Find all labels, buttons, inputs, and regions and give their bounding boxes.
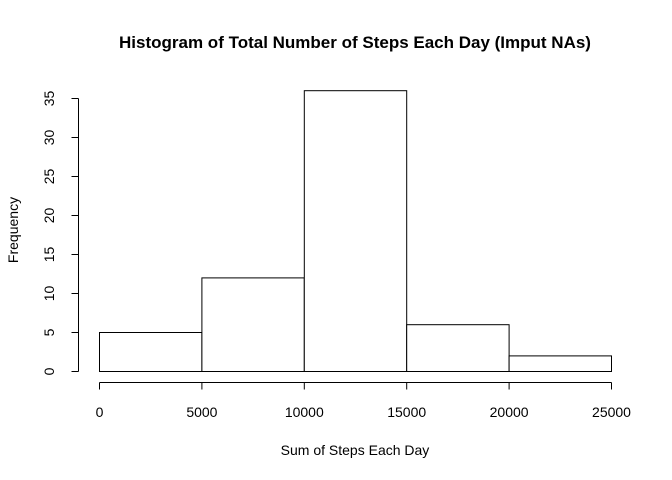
y-tick-label-7: 35: [41, 91, 57, 107]
histogram-bar-2: [303, 90, 408, 372]
y-tick-label-1: 5: [41, 328, 57, 336]
histogram-bar-1: [201, 277, 305, 372]
y-axis-label: Frequency: [5, 197, 21, 263]
x-tick-label-5: 25000: [592, 404, 631, 420]
x-axis: 0 5000 10000 15000 20000 25000: [96, 382, 631, 420]
y-tick-label-2: 10: [41, 286, 57, 302]
y-tick-label-6: 30: [41, 130, 57, 146]
bars-group: [99, 90, 613, 373]
y-tick-label-0: 0: [41, 367, 57, 375]
x-tick-label-2: 10000: [285, 404, 324, 420]
x-tick-label-4: 20000: [490, 404, 529, 420]
y-tick-label-4: 20: [41, 208, 57, 224]
y-axis: 0 5 10 15 20 25 30 35: [41, 91, 79, 375]
x-tick-label-1: 5000: [186, 404, 217, 420]
y-tick-label-5: 25: [41, 169, 57, 185]
chart-title: Histogram of Total Number of Steps Each …: [119, 33, 591, 52]
y-tick-label-3: 15: [41, 247, 57, 263]
histogram-bar-4: [508, 355, 613, 372]
histogram-bar-3: [406, 324, 510, 373]
x-axis-label: Sum of Steps Each Day: [281, 442, 430, 458]
x-tick-label-0: 0: [96, 404, 104, 420]
x-tick-label-3: 15000: [387, 404, 426, 420]
histogram-bar-0: [99, 332, 203, 372]
